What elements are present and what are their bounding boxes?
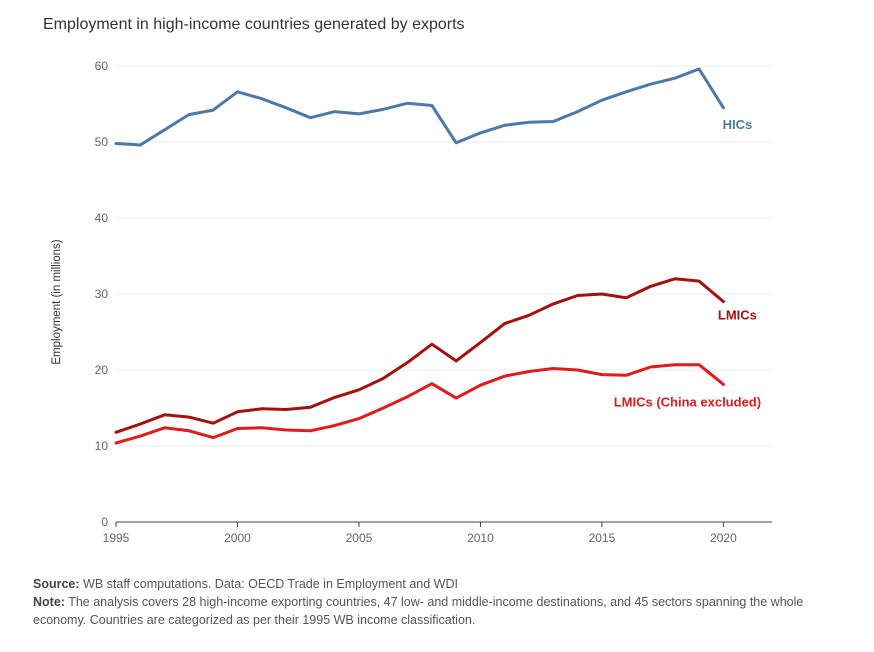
x-tick-label: 2010 [467,531,494,545]
x-tick-label: 2015 [589,531,616,545]
x-tick-label: 2005 [346,531,373,545]
x-tick-label: 2000 [224,531,251,545]
series-line-lmics-china-excluded [114,363,725,445]
x-tick-label: 2020 [710,531,737,545]
series-label: LMICs (China excluded) [614,394,761,409]
series-lines [114,67,725,445]
y-tick-label: 40 [95,211,109,225]
gridlines [116,65,772,447]
y-tick-label: 0 [101,515,108,529]
series-line-hics [114,67,725,147]
note-line: Note: The analysis covers 28 high-income… [33,593,853,629]
source-line: Source: WB staff computations. Data: OEC… [33,575,853,593]
y-axis-label: Employment (in millions) [51,239,63,364]
series-label: HICs [723,117,753,132]
axes: 0 10 20 30 40 50 60 1995 2000 2005 2010 2015 2020 Emp… [51,59,772,545]
y-tick-label: 10 [95,439,109,453]
series-line-lmics [114,277,725,434]
chart-title: Employment in high-income countries gene… [43,16,465,33]
series-labels: HICs LMICs LMICs (China excluded) [614,117,761,410]
y-tick-label: 60 [95,59,109,73]
note-text: The analysis covers 28 high-income expor… [33,595,804,627]
source-text: WB staff computations. Data: OECD Trade … [83,577,458,591]
y-tick-label: 20 [95,363,109,377]
source-label: Source: [33,577,80,591]
note-label: Note: [33,595,65,609]
y-tick-label: 50 [95,135,109,149]
y-tick-label: 30 [95,287,109,301]
line-chart: 0 10 20 30 40 50 60 1995 2000 2005 2010 2015 2020 Emp… [51,59,772,545]
series-label: LMICs [718,308,757,323]
x-tick-label: 1995 [103,531,130,545]
chart-footer: Source: WB staff computations. Data: OEC… [33,575,853,629]
